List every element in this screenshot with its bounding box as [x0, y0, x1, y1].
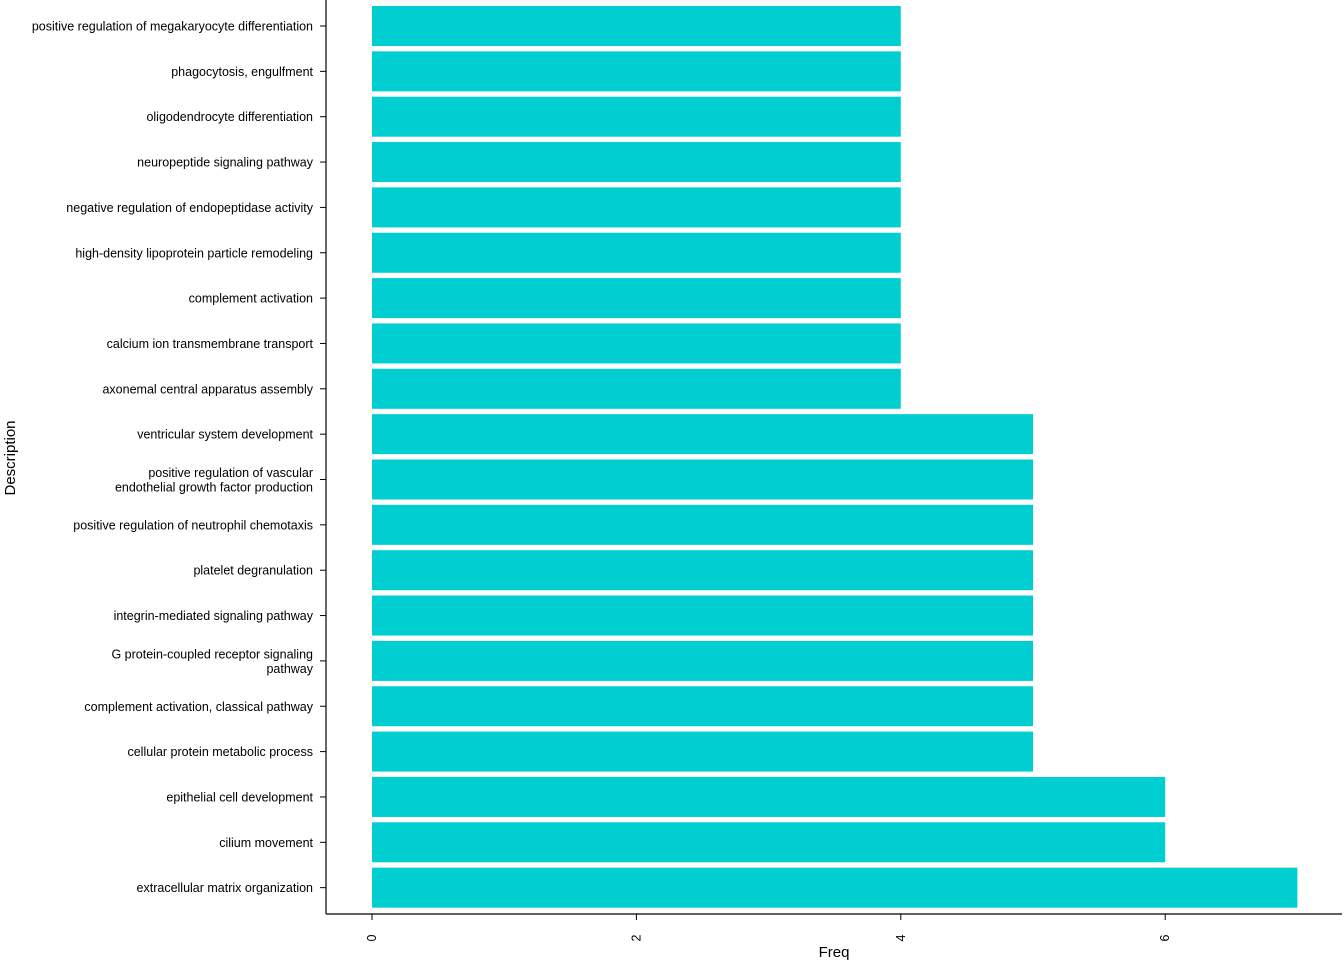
x-tick-label-2: 4: [894, 934, 908, 941]
category-label-3: neuropeptide signaling pathway: [137, 156, 314, 170]
bar-16: [372, 731, 1033, 772]
category-label-1: phagocytosis, engulfment: [171, 65, 313, 79]
bar-6: [372, 278, 901, 319]
bar-8: [372, 368, 901, 409]
category-labels: positive regulation of megakaryocyte dif…: [32, 20, 314, 896]
category-label-10: positive regulation of vascular endotheli…: [115, 466, 313, 495]
y-axis-title: Description: [2, 420, 19, 495]
bar-14: [372, 640, 1033, 681]
category-label-8: axonemal central apparatus assembly: [102, 382, 313, 396]
bars-group: [372, 6, 1298, 908]
bar-17: [372, 776, 1166, 817]
bar-4: [372, 187, 901, 228]
category-label-0: positive regulation of megakaryocyte dif…: [32, 20, 313, 34]
bar-12: [372, 550, 1033, 591]
category-label-18: cilium movement: [219, 836, 313, 850]
category-label-17: epithelial cell development: [166, 790, 313, 804]
category-label-13: integrin-mediated signaling pathway: [114, 609, 314, 623]
bar-1: [372, 51, 901, 92]
bar-3: [372, 142, 901, 183]
category-label-9: ventricular system development: [137, 428, 313, 442]
x-axis-ticks: 0 2 4 6: [365, 914, 1172, 941]
category-label-14-line-1: pathway: [266, 662, 313, 676]
category-label-7: calcium ion transmembrane transport: [107, 337, 314, 351]
category-label-5: high-density lipoprotein particle remode…: [75, 246, 313, 260]
bar-5: [372, 232, 901, 273]
bar-10: [372, 459, 1033, 500]
category-label-14: G protein-coupled receptor signaling path…: [111, 647, 313, 676]
category-label-14-line-0: G protein-coupled receptor signaling: [111, 647, 313, 661]
category-label-10-line-1: endothelial growth factor production: [115, 481, 313, 495]
bar-2: [372, 96, 901, 137]
category-label-19: extracellular matrix organization: [137, 881, 314, 895]
category-label-11: positive regulation of neutrophil chemot…: [73, 518, 313, 532]
bar-9: [372, 414, 1033, 455]
category-label-10-line-0: positive regulation of vascular: [148, 466, 313, 480]
x-axis-title: Freq: [819, 944, 850, 960]
y-axis-ticks: [320, 25, 326, 889]
x-tick-label-1: 2: [629, 934, 643, 941]
category-label-4: negative regulation of endopeptidase act…: [66, 201, 313, 215]
bar-18: [372, 822, 1166, 863]
category-label-6: complement activation: [189, 292, 313, 306]
category-label-2: oligodendrocyte differentiation: [146, 110, 313, 124]
category-label-12: platelet degranulation: [193, 564, 313, 578]
category-label-15: complement activation, classical pathway: [84, 700, 313, 714]
bar-19: [372, 867, 1298, 908]
x-tick-label-3: 6: [1158, 934, 1172, 941]
bar-0: [372, 6, 901, 46]
x-tick-label-0: 0: [365, 934, 379, 941]
bar-13: [372, 595, 1033, 636]
bar-7: [372, 323, 901, 364]
bar-15: [372, 686, 1033, 727]
bar-11: [372, 504, 1033, 545]
category-label-16: cellular protein metabolic process: [127, 745, 313, 759]
